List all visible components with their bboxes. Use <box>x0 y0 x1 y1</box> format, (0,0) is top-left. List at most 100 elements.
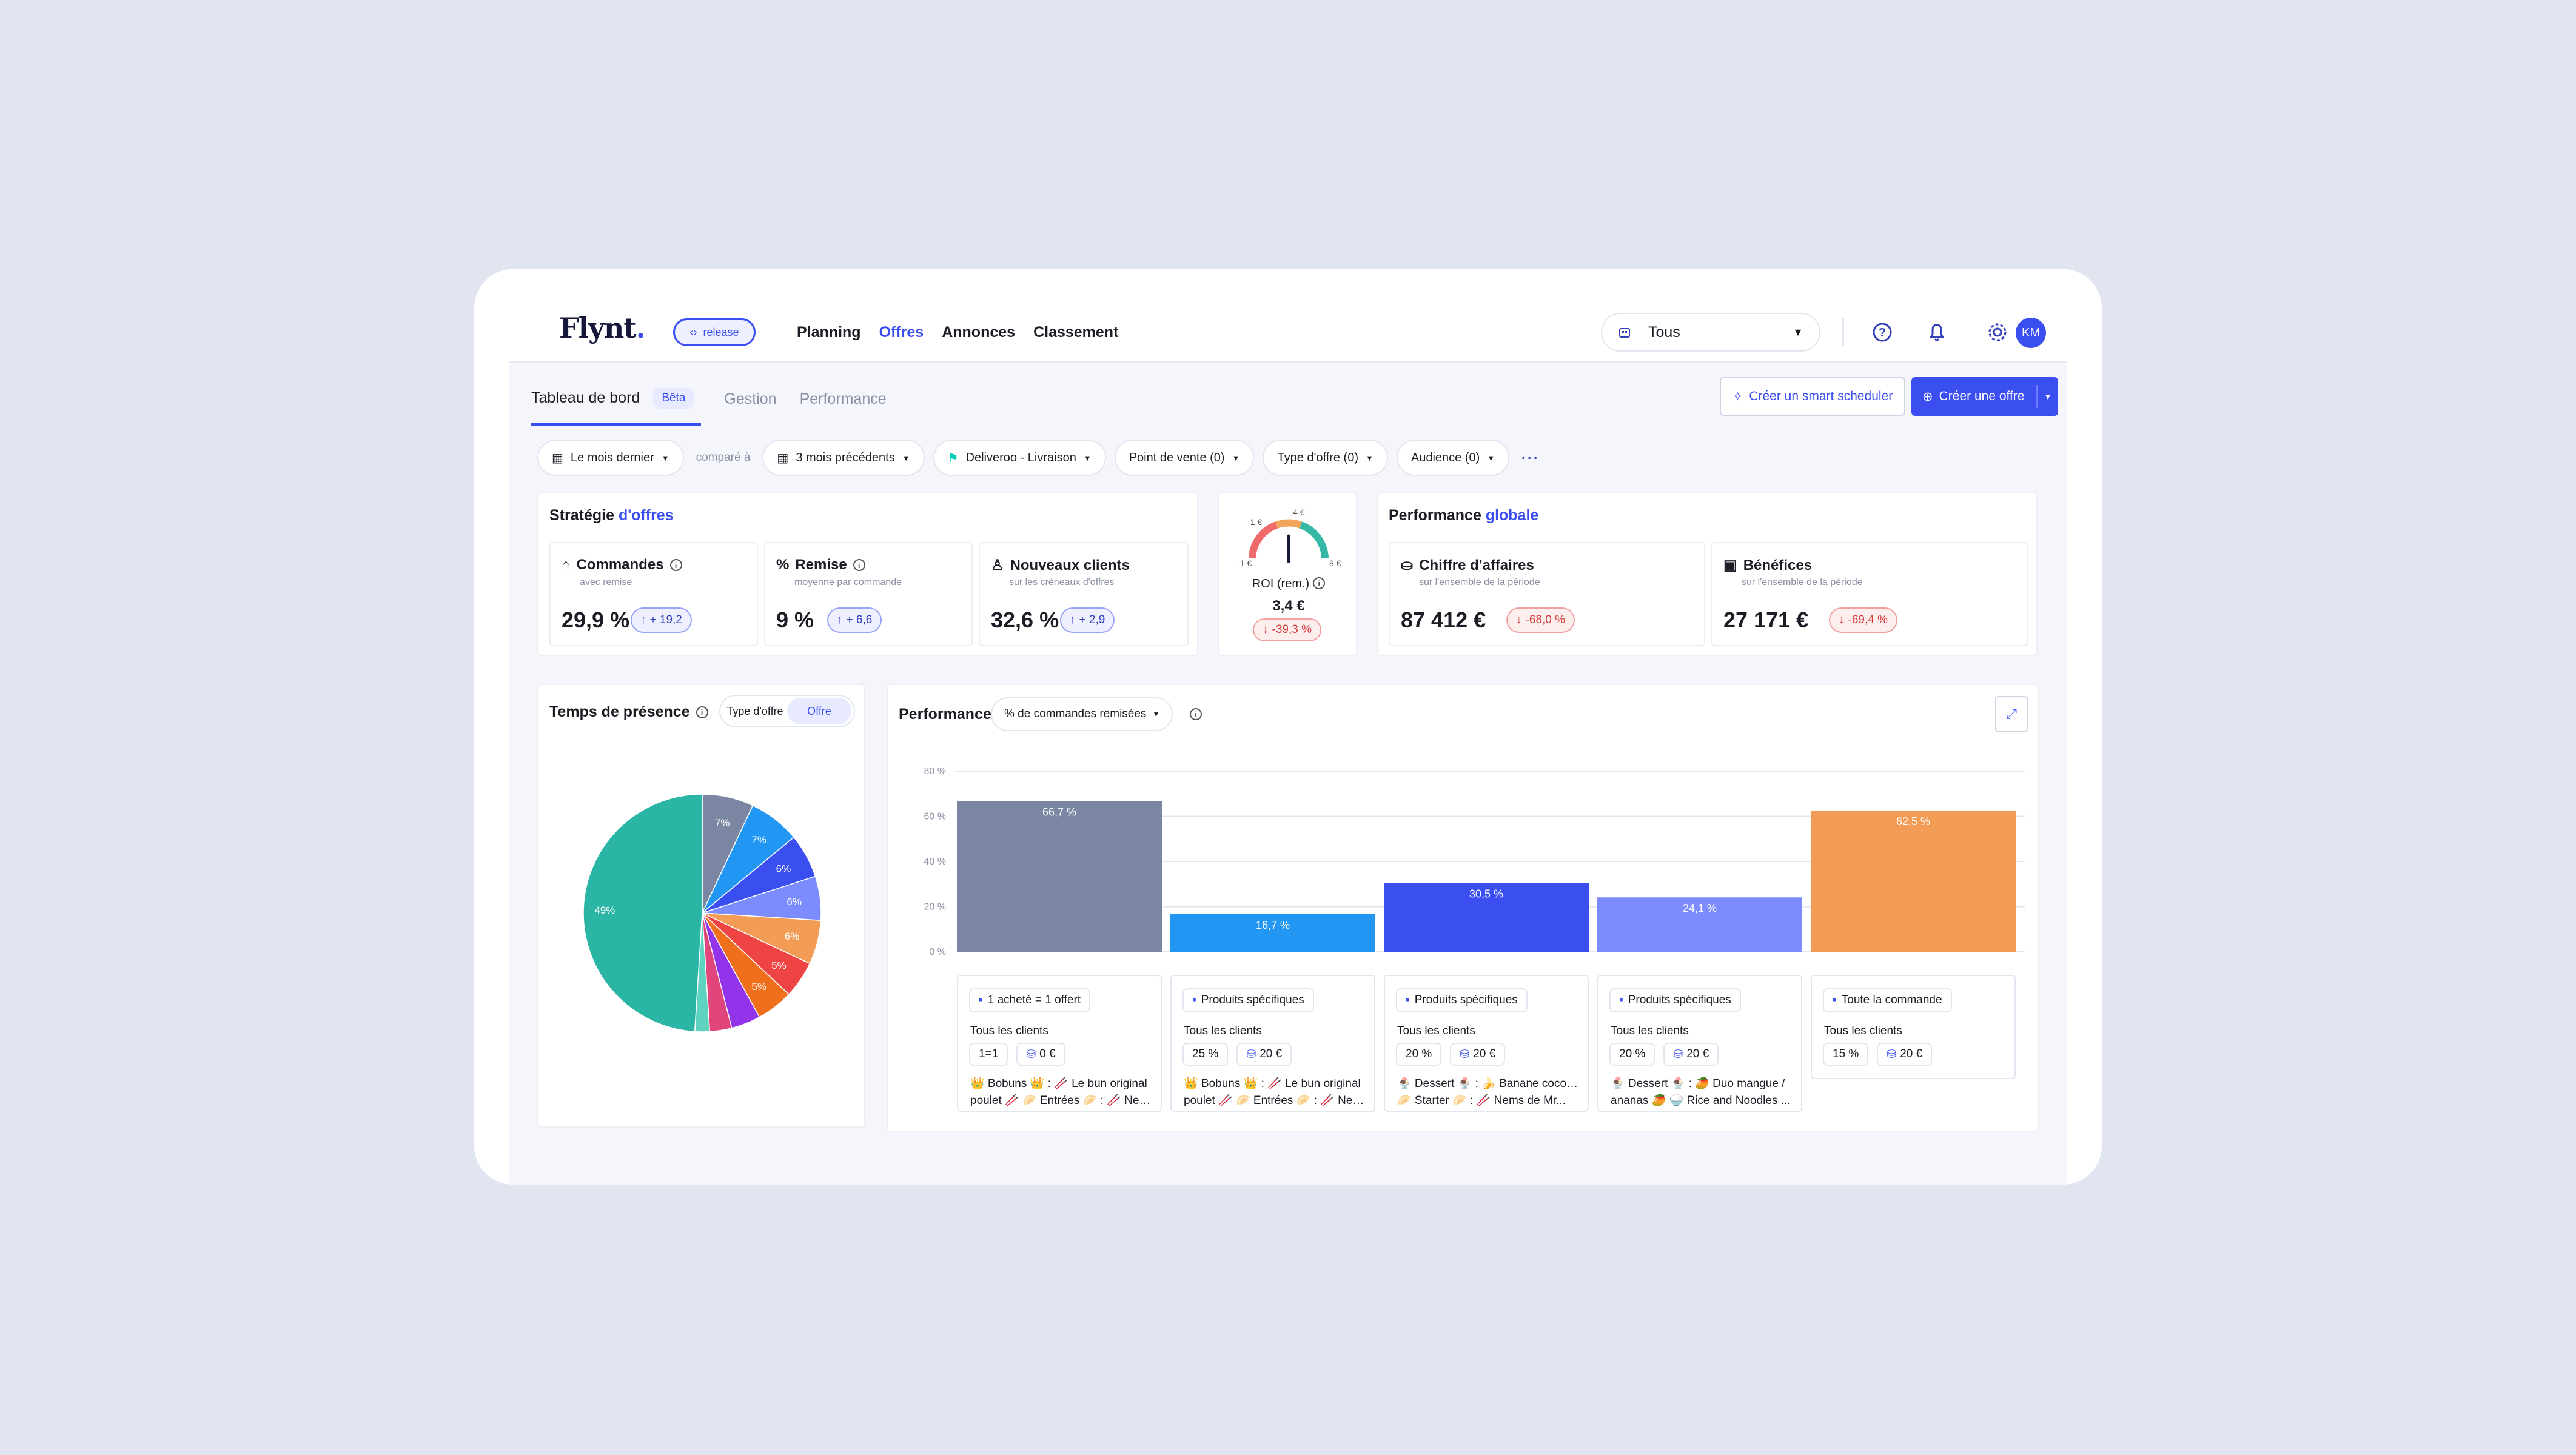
info-icon[interactable]: i <box>696 706 708 718</box>
expand-icon: ⤢ <box>2006 706 2017 721</box>
bar[interactable] <box>1170 914 1375 952</box>
deliveroo-icon: ⚑ <box>947 451 959 465</box>
platform-filter[interactable]: ⚑ Deliveroo - Livraison ▼ <box>933 440 1106 476</box>
offer-card[interactable]: ▪ Produits spécifiques Tous les clients 2… <box>1384 975 1589 1112</box>
pie-slice-label: 49% <box>594 905 615 916</box>
offer-audience: Tous les clients <box>1611 1025 1689 1037</box>
y-tick-label: 80 % <box>924 766 946 777</box>
bar[interactable] <box>1811 811 2016 952</box>
create-smart-scheduler-button[interactable]: ✧ Créer un smart scheduler <box>1720 377 1905 416</box>
roi-value: 3,4 € <box>1272 598 1305 614</box>
caret-down-icon: ▼ <box>661 453 669 463</box>
offer-type-icon: ▪ <box>1192 994 1196 1006</box>
expand-button[interactable]: ⤢ <box>1995 696 2028 732</box>
brand-logo[interactable]: Flynt. <box>559 312 646 344</box>
offer-min-basket: ⛁ 20 € <box>1663 1043 1719 1066</box>
gauge-label-4: 4 € <box>1293 507 1305 517</box>
bar-value-label: 62,5 % <box>1896 815 1930 828</box>
caret-down-icon: ▼ <box>1793 326 1803 338</box>
offer-audience: Tous les clients <box>970 1025 1048 1037</box>
tab-gestion[interactable]: Gestion <box>724 390 777 407</box>
offer-type-filter[interactable]: Type d'offre (0) ▼ <box>1263 440 1388 476</box>
calendar-icon: ▦ <box>552 451 563 465</box>
pie-slice-label: 6% <box>776 863 791 874</box>
pos-filter[interactable]: Point de vente (0) ▼ <box>1114 440 1255 476</box>
offer-discount: 20 % <box>1609 1043 1655 1066</box>
pie-slice-label: 6% <box>785 931 800 942</box>
nav-annonces[interactable]: Annonces <box>942 324 1016 341</box>
offer-card[interactable]: ▪ Toute la commande Tous les clients 15 %… <box>1811 975 2016 1079</box>
pie-slice[interactable] <box>583 794 703 1032</box>
delta-badge: ↓ -69,4 % <box>1829 607 1897 633</box>
branch-badge[interactable]: ‹› release <box>673 318 756 346</box>
bar-value-label: 66,7 % <box>1042 806 1076 818</box>
basket-icon: ⛁ <box>1246 1048 1256 1061</box>
app-frame: Flynt. ‹› release Planning Offres Annonc… <box>474 269 2102 1185</box>
period-filter[interactable]: ▦ Le mois dernier ▼ <box>537 440 684 476</box>
global-title: Performance globale <box>1389 507 1539 524</box>
offer-type-tag: ▪ 1 acheté = 1 offert <box>969 988 1091 1012</box>
delta-badge: ↑ + 2,9 <box>1060 607 1115 633</box>
offer-type-icon: ▪ <box>1833 994 1837 1006</box>
toggle-type-offre[interactable]: Type d'offre <box>726 704 783 717</box>
toggle-offre[interactable]: Offre <box>787 698 851 724</box>
offer-card[interactable]: ▪ Produits spécifiques Tous les clients 2… <box>1170 975 1375 1112</box>
create-offer-button[interactable]: ⊕ Créer une offre ▼ <box>1911 377 2058 416</box>
basket-icon: ⛁ <box>1460 1048 1470 1061</box>
percent-icon: % <box>776 557 790 573</box>
offer-card[interactable]: ▪ Produits spécifiques Tous les clients 2… <box>1597 975 1802 1112</box>
store-select[interactable]: Tous ▼ <box>1601 313 1820 352</box>
nav-classement[interactable]: Classement <box>1033 324 1119 341</box>
offer-min-basket: ⛁ 20 € <box>1450 1043 1506 1066</box>
info-icon[interactable]: i <box>1313 577 1326 589</box>
offer-type-tag: ▪ Produits spécifiques <box>1182 988 1314 1012</box>
user-icon: ♙ <box>991 557 1004 574</box>
arrow-up-icon: ↑ <box>640 614 646 626</box>
tab-dashboard[interactable]: Tableau de bord Bêta <box>531 387 702 426</box>
tab-performance[interactable]: Performance <box>799 390 887 407</box>
gear-icon[interactable] <box>1985 320 2010 344</box>
caret-down-icon: ▼ <box>1365 453 1374 463</box>
arrow-down-icon: ↓ <box>1516 614 1522 626</box>
offer-discount: 20 % <box>1396 1043 1442 1066</box>
divider <box>1842 318 1844 346</box>
info-icon[interactable]: i <box>669 559 682 571</box>
caret-down-icon: ▼ <box>1083 453 1092 463</box>
bar[interactable] <box>957 801 1162 952</box>
bar[interactable] <box>1597 897 1802 952</box>
more-icon[interactable]: ⋯ <box>1520 447 1539 468</box>
sparkle-icon: ✧ <box>1732 389 1743 404</box>
performance-bar-chart: 0 % 20 % 40 % 60 % 80 % 66,7 % 16,7 % 30,5 % 24,… <box>924 766 2025 957</box>
help-icon[interactable]: ? <box>1870 320 1894 344</box>
store-icon <box>1619 328 1630 338</box>
offer-products: 🍨 Dessert 🍨 : 🍌 Banane coco 🍌 🥟 Starter 🥟… <box>1397 1077 1579 1107</box>
nav-planning[interactable]: Planning <box>797 324 861 341</box>
offer-card[interactable]: ▪ 1 acheté = 1 offert Tous les clients 1=… <box>957 975 1162 1112</box>
delta-badge: ↑ + 19,2 <box>631 607 692 633</box>
nav-offres[interactable]: Offres <box>879 324 924 341</box>
info-icon[interactable]: i <box>1190 708 1202 720</box>
chevron-down-icon[interactable]: ▼ <box>2036 385 2058 408</box>
info-icon[interactable]: i <box>853 559 865 571</box>
bar[interactable] <box>1384 883 1589 952</box>
avatar[interactable]: KM <box>2016 318 2046 348</box>
performance-card: Performance % de commandes remisées ▼ i ⤢… <box>887 684 2039 1132</box>
y-tick-label: 0 % <box>929 947 946 957</box>
caret-down-icon: ▼ <box>1152 710 1160 718</box>
top-bar: Flynt. ‹› release Planning Offres Annonc… <box>509 269 2067 363</box>
offer-audience: Tous les clients <box>1824 1025 1902 1037</box>
pie-slice-label: 5% <box>751 981 766 992</box>
roi-label: ROI (rem.) i <box>1219 577 1358 591</box>
compare-filter[interactable]: ▦ 3 mois précédents ▼ <box>762 440 925 476</box>
pie-slice-label: 7% <box>715 817 730 829</box>
audience-filter[interactable]: Audience (0) ▼ <box>1396 440 1510 476</box>
kpi-commandes: ⌂ Commandes i avec remise 29,9 % ↑ + 19,2 <box>549 542 758 646</box>
bell-icon[interactable] <box>1925 320 1949 344</box>
gauge-label-1: 1 € <box>1250 517 1263 527</box>
caret-down-icon: ▼ <box>1487 453 1495 463</box>
offer-type-tag: ▪ Produits spécifiques <box>1396 988 1528 1012</box>
compare-label: comparé à <box>696 451 751 464</box>
basket-icon: ⛁ <box>1026 1048 1036 1061</box>
metric-dropdown[interactable]: % de commandes remisées ▼ <box>991 697 1173 731</box>
coins-icon: ⛀ <box>1401 557 1414 574</box>
